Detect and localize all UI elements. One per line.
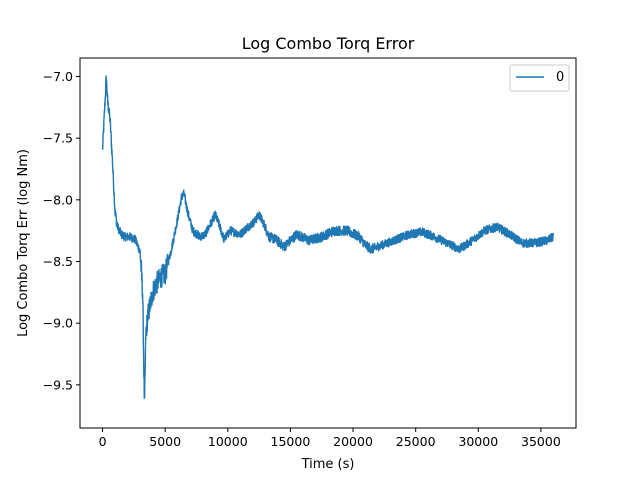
y-axis-label: Log Combo Torq Err (log Nm) <box>16 149 31 337</box>
y-tick-label: −8.0 <box>43 192 73 207</box>
x-axis: 0 5000 10000 15000 20000 25000 30000 35000 <box>99 428 561 449</box>
chart-title: Log Combo Torq Error <box>242 34 415 53</box>
y-tick-label: −7.5 <box>43 131 73 146</box>
legend: 0 <box>509 64 570 92</box>
y-tick-label: −8.5 <box>43 254 73 269</box>
legend-label: 0 <box>556 70 564 85</box>
x-tick-label: 25000 <box>396 434 436 449</box>
x-axis-label: Time (s) <box>301 457 355 472</box>
x-tick-label: 15000 <box>271 434 311 449</box>
x-tick-label: 5000 <box>149 434 181 449</box>
y-tick-label: −9.0 <box>43 316 73 331</box>
y-tick-label: −9.5 <box>43 377 73 392</box>
x-tick-label: 0 <box>99 434 107 449</box>
series-layer <box>101 75 555 400</box>
plot-area <box>79 57 577 429</box>
axes-frame <box>79 57 577 429</box>
legend-frame <box>509 64 570 92</box>
y-tick-label: −7.0 <box>43 69 73 84</box>
series-line <box>101 75 555 400</box>
y-axis: −9.5 −9.0 −8.5 −8.0 −7.5 −7.0 <box>43 69 80 392</box>
x-tick-label: 35000 <box>521 434 561 449</box>
x-tick-label: 10000 <box>208 434 248 449</box>
x-tick-label: 20000 <box>333 434 373 449</box>
x-tick-label: 30000 <box>458 434 498 449</box>
